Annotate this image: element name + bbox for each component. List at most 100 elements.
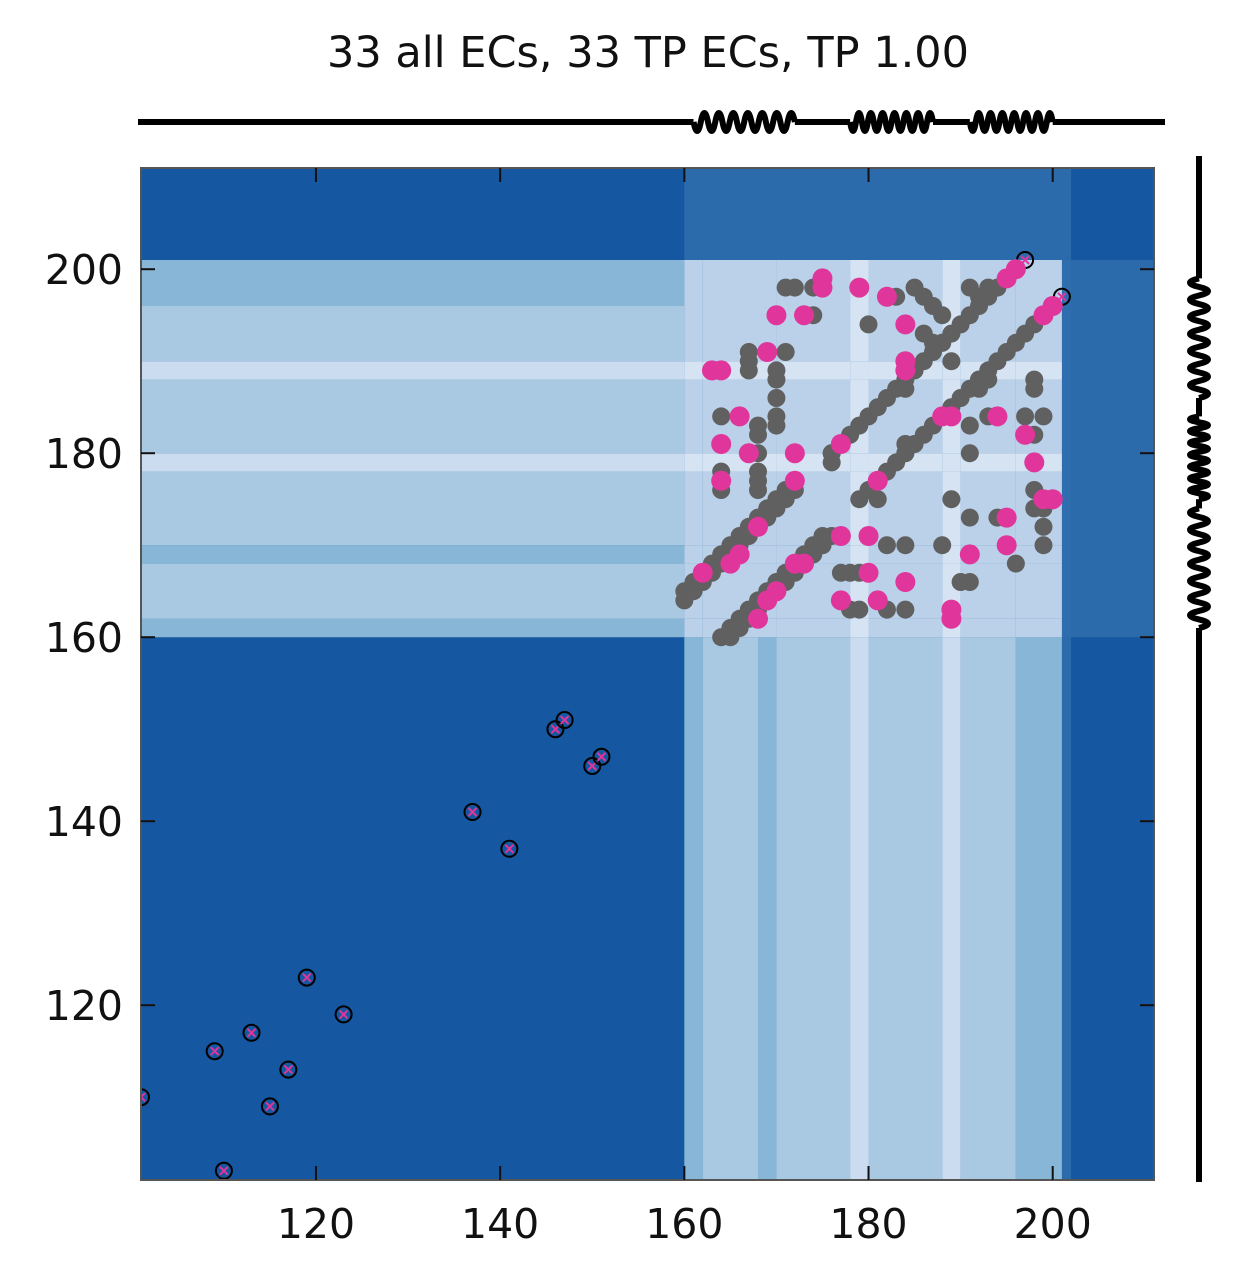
row-band-segment: [141, 618, 685, 638]
shading-bands: [141, 168, 1154, 1180]
pink-contact-point: [996, 535, 1017, 556]
outlined-contact-point: [242, 1023, 261, 1042]
overlap-cell: [684, 306, 703, 362]
overlap-cell: [850, 361, 869, 380]
right-helix-spring: [1187, 275, 1211, 401]
column-band-segment: [960, 637, 1016, 1180]
tp-cross-mark: [504, 844, 515, 854]
tp-cross-mark: [265, 1101, 275, 1112]
overlap-cell: [684, 471, 703, 546]
column-band-segment: [942, 637, 961, 1180]
pink-contact-point: [959, 544, 980, 565]
top-helix-spring: [690, 110, 798, 134]
column-band-segment: [850, 637, 869, 1180]
gray-contact-point: [868, 490, 887, 509]
gray-contact-point: [749, 481, 768, 499]
gray-contact-point: [979, 278, 998, 297]
overlap-cell: [850, 306, 869, 362]
row-band-segment: [141, 453, 685, 472]
outlined-contact-point: [546, 720, 565, 739]
top-helix-spring: [847, 110, 936, 134]
gray-contact-point: [960, 508, 979, 527]
row-band-segment: [141, 545, 685, 564]
overlap-cell: [684, 361, 703, 380]
overlap-cell: [960, 563, 1016, 619]
column-band-segment: [868, 637, 943, 1180]
overlap-cell: [684, 618, 703, 638]
gray-contact-point: [896, 536, 915, 555]
tp-cross-mark: [559, 715, 570, 725]
row-band-segment: [141, 361, 685, 380]
pink-contact-point: [748, 608, 769, 629]
gray-contact-point: [960, 416, 979, 435]
tp-cross-mark: [467, 807, 478, 817]
tp-cross-mark: [338, 1009, 349, 1020]
gray-contact-point: [933, 333, 952, 352]
overlap-cell: [942, 471, 961, 546]
pink-contact-point: [867, 590, 888, 611]
tp-cross-mark: [141, 1092, 146, 1102]
pink-contact-point: [876, 286, 897, 307]
pink-contact-point: [1042, 296, 1063, 316]
gray-contact-point: [942, 490, 961, 509]
row-band-segment: [141, 260, 685, 306]
x-axis: 120 140 160 180 200: [277, 168, 1092, 1248]
pink-contact-point: [794, 305, 815, 326]
pink-contact-point: [711, 360, 732, 381]
right-secondary-structure-track: [1187, 156, 1211, 1182]
outlined-contact-point: [297, 968, 316, 987]
outlined-contact-point: [141, 1088, 150, 1107]
overlap-cell: [942, 453, 961, 472]
gray-contact-point: [850, 600, 869, 619]
gray-contact-point: [933, 306, 952, 325]
gray-contact-point: [1034, 407, 1053, 426]
gray-contact-point: [776, 343, 795, 361]
gray-contact-point: [785, 278, 804, 297]
pink-contact-point: [895, 572, 916, 592]
pink-contact-point: [738, 443, 759, 464]
y-tick-label: 140: [45, 798, 123, 846]
overlap-cell: [850, 545, 869, 564]
pink-points-layer: [692, 259, 1063, 629]
chart-title: 33 all ECs, 33 TP ECs, TP 1.00: [327, 28, 969, 78]
gray-contact-point: [822, 453, 841, 472]
x-tick-label: 200: [1014, 1200, 1092, 1248]
gray-contact-point: [896, 379, 915, 398]
pink-contact-point: [1042, 489, 1063, 510]
outlined-contact-point: [214, 1161, 233, 1180]
tp-cross-mark: [283, 1064, 294, 1075]
outlined-contact-point: [260, 1097, 279, 1116]
overlap-cell: [684, 545, 703, 564]
top-secondary-structure-track: [138, 110, 1165, 134]
overlap-cell: [1015, 618, 1062, 638]
column-band-segment: [702, 637, 759, 1180]
gray-contact-point: [767, 389, 786, 407]
top-helix-spring: [966, 110, 1056, 134]
overlap-cell: [758, 260, 777, 306]
gray-contact-point: [942, 352, 961, 371]
gray-contact-point: [749, 425, 768, 444]
gray-contact-point: [850, 490, 869, 509]
gray-contact-point: [767, 416, 786, 435]
overlap-cell: [758, 545, 777, 564]
gray-contact-point: [859, 315, 878, 334]
x-tick-label: 180: [829, 1200, 907, 1248]
overlap-cell: [942, 260, 961, 306]
gray-contact-point: [1034, 517, 1053, 536]
pink-contact-point: [941, 608, 962, 629]
overlap-cell: [868, 618, 943, 638]
plot-frame: [140, 167, 1155, 1181]
pink-contact-point: [858, 562, 879, 583]
outlined-contact-point: [205, 1042, 224, 1061]
pink-contact-point: [858, 526, 879, 546]
overlap-cell: [684, 379, 703, 454]
pink-contact-point: [941, 406, 962, 427]
y-tick-label: 180: [45, 430, 123, 478]
pink-contact-point: [784, 443, 805, 464]
outlined-contact-point: [279, 1060, 298, 1079]
pink-contact-point: [757, 342, 778, 362]
pink-contact-point: [748, 516, 769, 537]
tp-cross-mark: [219, 1166, 229, 1176]
y-tick-label: 160: [45, 614, 123, 662]
